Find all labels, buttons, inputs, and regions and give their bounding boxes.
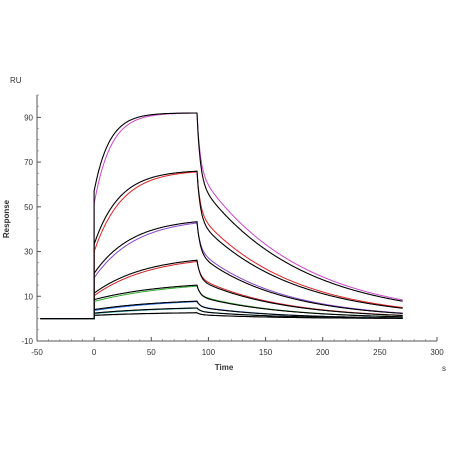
y-unit-label: RU	[10, 76, 22, 85]
x-tick-label: 300	[430, 348, 444, 357]
fit-curve-3	[40, 222, 403, 320]
x-tick-label: 50	[147, 348, 156, 357]
x-unit-label: s	[442, 364, 446, 373]
sensorgram-curve-1	[40, 112, 403, 320]
y-tick-label: -10	[21, 337, 33, 346]
fit-curve-1	[40, 112, 403, 320]
sensorgram-curve-3	[40, 221, 403, 320]
x-tick-label: -50	[31, 348, 43, 357]
sensorgram-curve-6	[40, 300, 403, 320]
x-tick-label: 200	[316, 348, 330, 357]
x-tick-label: 150	[259, 348, 273, 357]
y-tick-label: 70	[24, 158, 33, 167]
y-tick-label: 10	[24, 292, 33, 301]
y-tick-label: 90	[24, 113, 33, 122]
axes: -50 0 50 100 150 200 250 300 -10 10 30 50 70 90	[21, 94, 444, 357]
x-axis-title: Time	[215, 363, 234, 372]
y-tick-label: 50	[24, 203, 33, 212]
x-tick-label: 100	[202, 348, 216, 357]
fit-curve-2	[40, 171, 403, 320]
y-axis-title: Response	[2, 199, 11, 238]
sensorgram-curve-5	[40, 284, 403, 320]
sensorgram-curve-8	[40, 312, 403, 320]
y-tick-label: 30	[24, 248, 33, 257]
series-lines	[40, 112, 403, 320]
sensorgram-curve-4	[40, 259, 403, 320]
x-tick-label: 0	[92, 348, 97, 357]
sensorgram-curve-2	[40, 170, 403, 320]
x-tick-label: 250	[373, 348, 387, 357]
